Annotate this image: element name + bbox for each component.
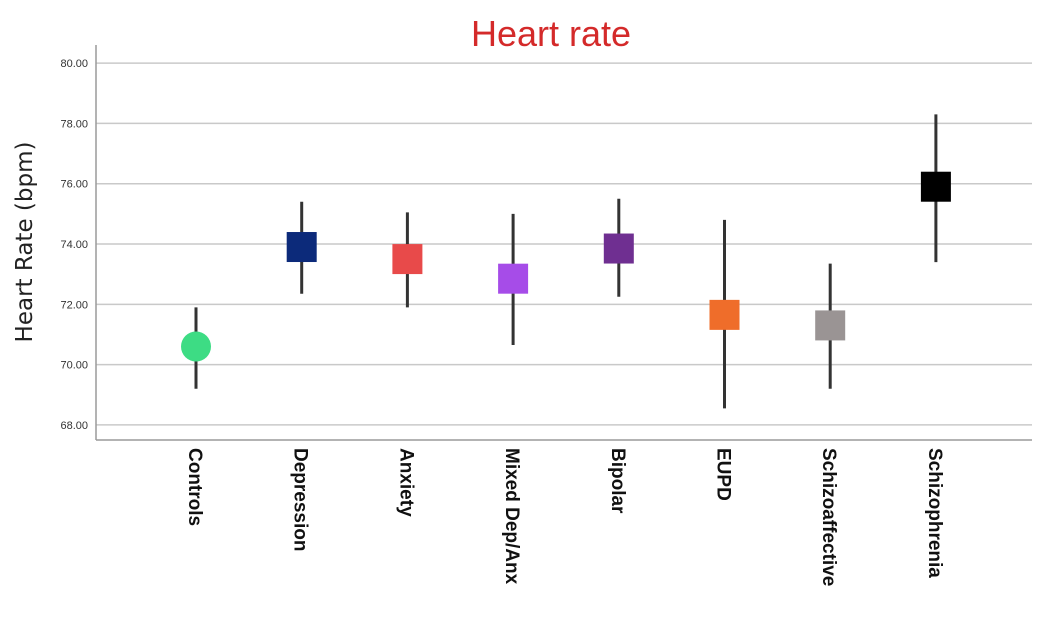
y-tick-label: 70.00	[60, 360, 88, 372]
gridlines	[96, 62, 1032, 426]
mean-marker	[603, 233, 634, 264]
y-tick-label: 74.00	[60, 239, 88, 251]
mean-marker	[392, 244, 423, 275]
x-category-label: EUPD	[713, 448, 734, 501]
y-tick-label: 78.00	[60, 118, 88, 130]
x-category-label: Anxiety	[395, 448, 416, 517]
chart-title: Heart rate	[471, 13, 631, 54]
y-tick-label: 72.00	[60, 299, 88, 311]
mean-marker	[286, 232, 317, 263]
x-category-label: Depression	[290, 448, 311, 551]
y-axis-ticks: 68.00 70.00 72.00 74.00 76.00 78.00 80.00	[60, 58, 88, 432]
x-category-label: Controls	[184, 448, 205, 526]
mean-marker	[709, 299, 740, 330]
mean-marker	[498, 263, 529, 294]
y-tick-label: 80.00	[60, 58, 88, 70]
mean-marker	[181, 331, 211, 362]
x-category-label: Schizoaffective	[818, 448, 839, 586]
y-axis-label: Heart Rate (bpm)	[12, 142, 38, 343]
y-tick-label: 76.00	[60, 179, 88, 191]
mean-marker	[815, 310, 846, 341]
x-category-label: Mixed Dep/Anx	[501, 448, 522, 585]
x-axis-category-labels: Controls Depression Anxiety Mixed Dep/Anx Bi…	[184, 448, 945, 586]
y-tick-label: 68.00	[60, 420, 88, 432]
x-category-label: Schizophrenia	[924, 448, 945, 578]
mean-marker	[920, 171, 951, 202]
x-category-label: Bipolar	[607, 448, 628, 514]
mean-markers	[181, 171, 951, 362]
